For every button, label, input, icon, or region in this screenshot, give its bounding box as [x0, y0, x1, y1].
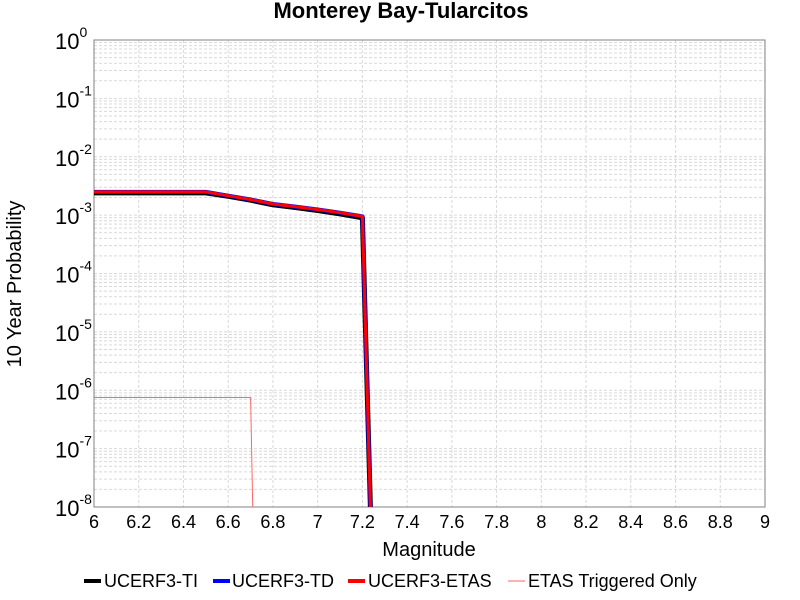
y-tick-label: 100	[55, 24, 87, 54]
y-axis-label: 10 Year Probability	[4, 201, 26, 368]
x-tick-label: 7.2	[350, 512, 375, 532]
legend: UCERF3-TI UCERF3-TD UCERF3-ETAS ETAS Trigge…	[84, 571, 697, 591]
y-tick-label: 10-5	[55, 316, 92, 346]
x-tick-label: 6.8	[260, 512, 285, 532]
x-tick-label: 8.2	[574, 512, 599, 532]
legend-label: UCERF3-ETAS	[368, 571, 492, 591]
y-tick-label: 10-4	[55, 258, 92, 288]
x-tick-label: 7	[313, 512, 323, 532]
x-tick-label: 7.4	[395, 512, 420, 532]
y-axis-ticks: 10-8 10-7 10-6 10-5 10-4 10-3 10-2 10-1 100	[55, 24, 92, 521]
x-tick-label: 6.4	[171, 512, 196, 532]
x-tick-label: 6.2	[126, 512, 151, 532]
x-tick-label: 6.6	[216, 512, 241, 532]
x-axis-ticks: 6 6.2 6.4 6.6 6.8 7 7.2 7.4 7.6 7.8 8 8.2 8.4 8.6 8.8 9	[89, 512, 770, 532]
series-line-ucerf3-ti	[94, 190, 373, 507]
legend-label: ETAS Triggered Only	[528, 571, 697, 591]
chart-title: Monterey Bay-Tularcitos	[273, 0, 528, 23]
x-tick-label: 7.6	[439, 512, 464, 532]
plot-frame	[93, 39, 766, 508]
x-tick-label: 8.6	[663, 512, 688, 532]
series-line-ucerf3-etas	[94, 190, 372, 507]
y-tick-label: 10-1	[55, 82, 92, 112]
x-tick-label: 8.8	[708, 512, 733, 532]
series-lines	[94, 189, 373, 507]
x-tick-label: 8	[536, 512, 546, 532]
legend-label: UCERF3-TD	[232, 571, 334, 591]
legend-label: UCERF3-TI	[104, 571, 198, 591]
x-tick-label: 7.8	[484, 512, 509, 532]
grid	[94, 40, 765, 507]
x-tick-label: 6	[89, 512, 99, 532]
y-tick-label: 10-6	[55, 374, 92, 404]
y-tick-label: 10-2	[55, 141, 92, 171]
y-tick-label: 10-3	[55, 199, 92, 229]
x-tick-label: 8.4	[618, 512, 643, 532]
x-axis-label: Magnitude	[382, 539, 475, 561]
series-line-etas-triggered-only	[94, 397, 254, 507]
x-tick-label: 9	[760, 512, 770, 532]
y-tick-label: 10-8	[55, 491, 92, 521]
y-tick-label: 10-7	[55, 433, 92, 463]
